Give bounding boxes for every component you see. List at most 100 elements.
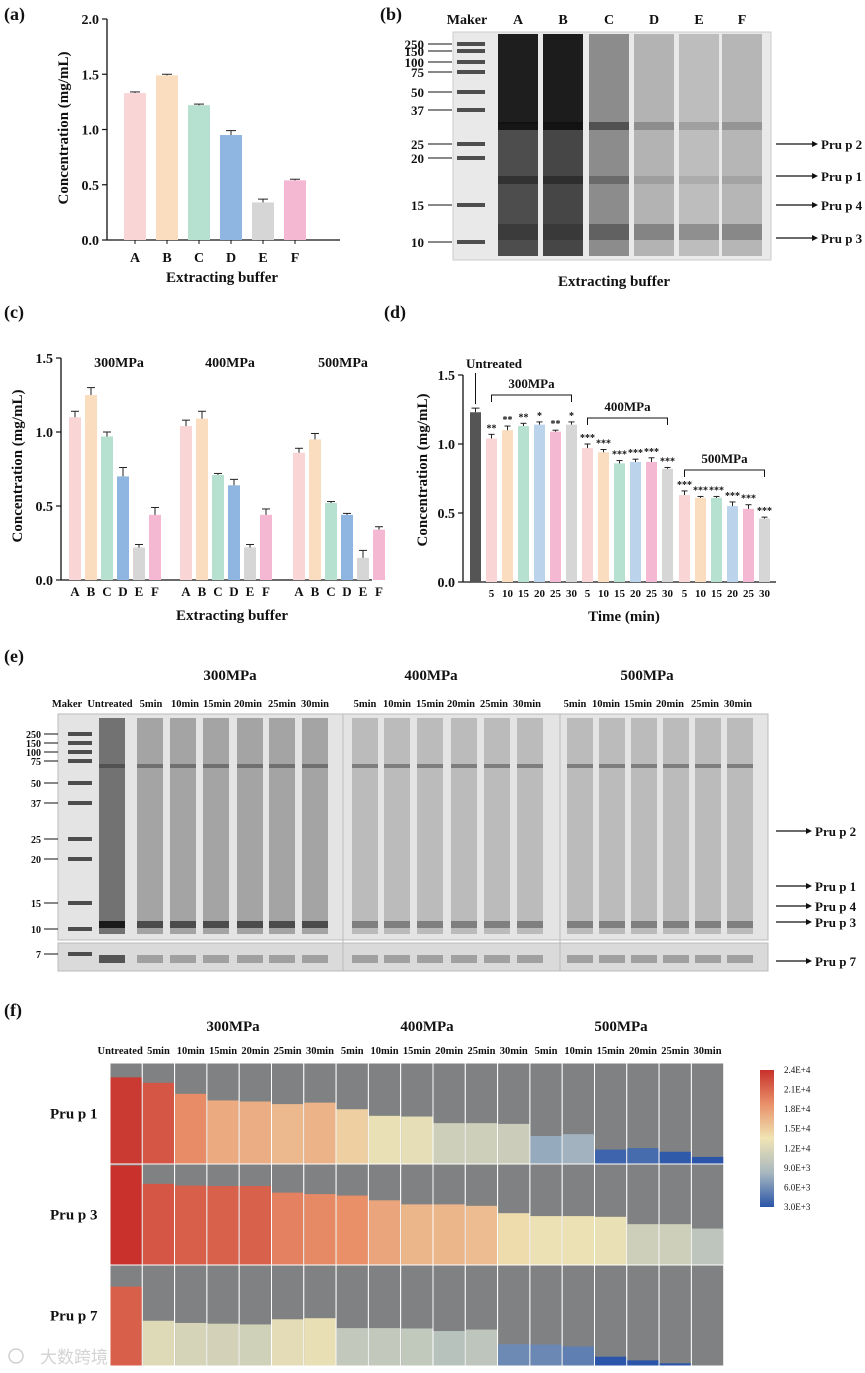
- gel-e-arrow-head-icon: [806, 903, 812, 909]
- gel-e-band-pru-p-7: [727, 955, 753, 963]
- chart-c-x-tick-label: A: [70, 584, 80, 599]
- gel-e-band-pru-p-7: [417, 955, 443, 963]
- gel-b-band-pru-p-3: [634, 224, 674, 240]
- chart-c-x-tick-label: B: [198, 584, 207, 599]
- chart-d-significance-label: ***: [628, 448, 643, 459]
- chart-d-y-tick-label: 0.5: [438, 507, 456, 522]
- chart-d: 0.0 0.5 1.0 1.5 Untreated 300MPa ** 5 ** 10 ** 15 * 2…: [415, 356, 776, 625]
- heatmap-f-cell: [530, 1344, 562, 1366]
- chart-a-y-tick-label: 1.5: [82, 68, 100, 83]
- heatmap-f-colorbar-label: 2.4E+4: [784, 1065, 811, 1075]
- chart-d-bar: [727, 506, 738, 582]
- heatmap-f-row-label: Pru p 1: [50, 1107, 98, 1123]
- gel-b-marker-band: [457, 203, 485, 207]
- heatmap-f-cell: [691, 1228, 724, 1265]
- gel-b-marker-label: 250: [405, 37, 425, 52]
- heatmap-f-cell: [433, 1123, 465, 1164]
- heatmap-f-cell: [207, 1100, 239, 1164]
- heatmap-f-cell-background: [658, 1062, 692, 1165]
- heatmap-f-cell: [627, 1148, 659, 1164]
- chart-c-bar-B: [309, 439, 321, 580]
- gel-e-band-75: [727, 764, 753, 768]
- gel-e-arrow-head-icon: [806, 919, 812, 925]
- heatmap-f-column-label: 15min: [597, 1046, 625, 1057]
- chart-c-bar-C: [101, 436, 113, 580]
- gel-e-band-pru-p-3: [203, 921, 229, 928]
- gel-b-band-pru-p-2: [722, 122, 762, 130]
- gel-b-marker-band: [457, 142, 485, 146]
- gel-e-band-pru-p-3: [484, 921, 510, 928]
- gel-e-band-pru-p-7: [302, 955, 328, 963]
- heatmap-f-cell: [142, 1082, 175, 1164]
- gel-e-marker-band: [68, 927, 92, 931]
- chart-c-group-label: 500MPa: [318, 356, 368, 371]
- gel-b-band-pru-p-3: [498, 224, 538, 240]
- chart-c-x-tick-label: C: [213, 584, 222, 599]
- chart-d-significance-label: ***: [580, 433, 595, 444]
- chart-d-x-tick-label: 20: [630, 588, 642, 600]
- heatmap-f-cell: [595, 1149, 627, 1164]
- heatmap-f-colorbar-label: 9.0E+3: [784, 1163, 811, 1173]
- gel-b-xlabel: Extracting buffer: [558, 274, 670, 290]
- panel-label-a: (a): [4, 4, 25, 25]
- chart-d-x-tick-label: 20: [534, 588, 546, 600]
- gel-e-marker-band: [68, 781, 92, 785]
- chart-c-y-tick-label: 1.5: [36, 352, 54, 367]
- heatmap-f-cell: [336, 1328, 368, 1366]
- gel-e-lane-smear: [302, 718, 328, 934]
- gel-e-marker-label: 15: [31, 899, 41, 910]
- chart-d-bar: [630, 461, 641, 582]
- heatmap-f-cell: [627, 1224, 659, 1265]
- heatmap-f-cell: [465, 1123, 498, 1164]
- gel-b-band-pru-p-3: [679, 224, 719, 240]
- gel-e-marker-label: 7: [36, 950, 41, 961]
- gel-e-lane-label: 20min: [447, 699, 475, 710]
- chart-c-bar-D: [228, 485, 240, 580]
- chart-c-x-tick-label: E: [359, 584, 368, 599]
- gel-e-lane-smear: [567, 718, 593, 934]
- gel-b-band-pru-p-2: [498, 122, 538, 130]
- gel-e-band-pru-p-7: [269, 955, 295, 963]
- chart-a-x-tick-label: F: [291, 251, 300, 266]
- heatmap-f-row-label: Pru p 7: [50, 1309, 98, 1325]
- chart-d-y-tick-label: 1.0: [438, 438, 456, 453]
- heatmap-f-cell: [110, 1077, 142, 1164]
- chart-c-x-tick-label: B: [87, 584, 96, 599]
- chart-c-y-tick-label: 0.0: [36, 574, 54, 589]
- gel-b-lane-smear: [634, 34, 674, 256]
- heatmap-f-cell: [498, 1123, 530, 1164]
- heatmap-f-column-label: 20min: [241, 1046, 269, 1057]
- gel-b-band-pru-p-2: [634, 122, 674, 130]
- chart-d-x-tick-label: 30: [566, 588, 578, 600]
- gel-e-lane-smear: [517, 718, 543, 934]
- gel-b-band-pru-p-1: [589, 176, 629, 184]
- chart-d-y-tick-label: 1.5: [438, 369, 456, 384]
- heatmap-f-group-label: 300MPa: [206, 1019, 260, 1035]
- watermark-text: 大数跨境: [40, 1348, 108, 1367]
- heatmap-f-column-label: 5min: [147, 1046, 170, 1057]
- gel-e-lane-label: 25min: [691, 699, 719, 710]
- chart-c-x-tick-label: A: [294, 584, 304, 599]
- heatmap-f-column-label: 30min: [694, 1046, 722, 1057]
- gel-e-lane-smear: [237, 718, 263, 934]
- chart-d-significance-label: ***: [612, 450, 627, 461]
- gel-e-lane-smear: [137, 718, 163, 934]
- gel-e-lane-label: 30min: [513, 699, 541, 710]
- chart-d-x-tick-label: 15: [518, 588, 530, 600]
- gel-e-band-pru-p-3: [599, 921, 625, 928]
- gel-e-marker-label: 250: [26, 730, 41, 741]
- gel-b-marker-band: [457, 108, 485, 112]
- gel-e-lane-smear: [695, 718, 721, 934]
- heatmap-f-column-label: 15min: [209, 1046, 237, 1057]
- heatmap-f-cell: [562, 1134, 594, 1164]
- heatmap-f-column-label: 25min: [274, 1046, 302, 1057]
- gel-e-band-pru-p-3: [567, 921, 593, 928]
- gel-e-group-label: 400MPa: [404, 668, 458, 684]
- gel-e-band-pru-p-7: [663, 955, 689, 963]
- chart-d-significance-label: **: [487, 423, 497, 434]
- chart-d-x-tick-label: 20: [727, 588, 739, 600]
- gel-e-lane-label: Maker: [52, 699, 83, 710]
- chart-d-bar: [646, 461, 657, 582]
